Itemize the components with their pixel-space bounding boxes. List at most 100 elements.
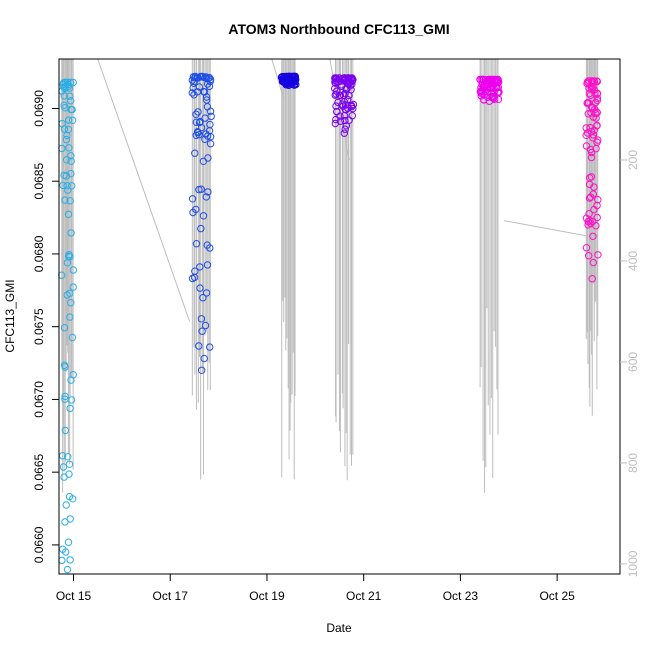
data-point [593, 122, 601, 130]
data-point [582, 244, 591, 252]
y2-axis: 200 400 600 800 1000 [620, 150, 640, 577]
y-tick-label: 0.0685 [32, 163, 46, 200]
data-point [61, 196, 69, 204]
data-point [494, 83, 502, 91]
data-point [476, 75, 484, 84]
data-point [584, 221, 592, 229]
data-point [203, 96, 211, 104]
data-point [584, 110, 592, 118]
data-point [348, 74, 356, 83]
data-point [592, 222, 600, 230]
data-point [585, 210, 593, 218]
data-point [340, 91, 348, 100]
data-point [62, 156, 71, 164]
data-point [66, 556, 74, 564]
data-point [588, 77, 596, 85]
x-tick-label: Oct 21 [346, 589, 382, 603]
x-tick-label: Oct 25 [539, 589, 575, 603]
data-point [494, 75, 502, 84]
data-point [65, 470, 73, 478]
data-point [586, 174, 594, 182]
data-point [593, 77, 601, 86]
y-tick-label: 0.0670 [32, 381, 46, 418]
data-point [58, 556, 66, 565]
data-point [587, 173, 596, 181]
pressure-line-transit [503, 220, 587, 237]
data-point [332, 115, 340, 124]
data-point [59, 181, 67, 190]
data-point [203, 261, 212, 269]
data-point [333, 87, 341, 95]
data-point [69, 283, 77, 291]
data-point [202, 289, 211, 297]
data-point [340, 129, 348, 137]
y2-tick-label: 600 [626, 352, 640, 372]
data-point [333, 107, 341, 116]
data-point [331, 78, 339, 87]
data-point [490, 84, 498, 92]
data-point [583, 129, 592, 137]
data-point [68, 116, 77, 125]
data-point [587, 82, 595, 91]
data-point [593, 96, 601, 105]
chart-title: ATOM3 Northbound CFC113_GMI [228, 21, 449, 37]
data-point [64, 210, 73, 219]
data-point [589, 258, 597, 267]
data-point [61, 104, 69, 112]
data-point [332, 90, 340, 98]
data-point [280, 74, 289, 83]
data-point [477, 84, 485, 92]
data-point [585, 84, 593, 92]
data-point [594, 196, 602, 204]
data-point [339, 102, 347, 110]
y2-tick-label: 1000 [626, 550, 640, 577]
data-point [64, 125, 73, 134]
data-point [589, 113, 598, 121]
data-point [206, 140, 215, 148]
data-point [199, 294, 207, 302]
data-point [485, 75, 494, 84]
data-point [204, 188, 212, 196]
data-point [202, 193, 211, 201]
data-point [587, 127, 596, 136]
data-point [485, 97, 494, 105]
data-point [67, 157, 75, 165]
x-tick-label: Oct 17 [153, 589, 189, 603]
y-tick-label: 0.0680 [32, 235, 46, 272]
y-tick-label: 0.0675 [32, 308, 46, 345]
data-point [64, 186, 72, 194]
data-point [206, 120, 214, 129]
data-point [192, 205, 200, 214]
data-point [67, 152, 75, 160]
data-point [194, 108, 202, 116]
data-point [197, 224, 205, 233]
data-point [202, 93, 211, 101]
data-point [68, 182, 76, 190]
data-point [192, 110, 200, 119]
data-point [198, 366, 206, 374]
data-point [341, 89, 349, 98]
data-point [188, 195, 197, 203]
data-point [191, 149, 199, 157]
data-point [62, 501, 70, 509]
data-point [593, 89, 601, 98]
data-point [586, 91, 595, 99]
data-point [200, 354, 208, 363]
data-point [586, 145, 595, 154]
data-point [478, 75, 486, 84]
data-point [192, 240, 201, 248]
data-point [349, 100, 358, 109]
data-point [66, 92, 74, 100]
data-point [66, 197, 74, 205]
data-point [340, 112, 349, 120]
data-point [206, 343, 214, 351]
data-point [64, 116, 73, 124]
plot-frame [58, 58, 621, 575]
data-point [61, 78, 70, 87]
data-points [58, 72, 602, 574]
data-point [582, 124, 590, 132]
pressure-line-transit [97, 58, 191, 322]
data-point [60, 324, 69, 332]
data-point [191, 267, 199, 275]
y2-tick-label: 800 [626, 453, 640, 473]
